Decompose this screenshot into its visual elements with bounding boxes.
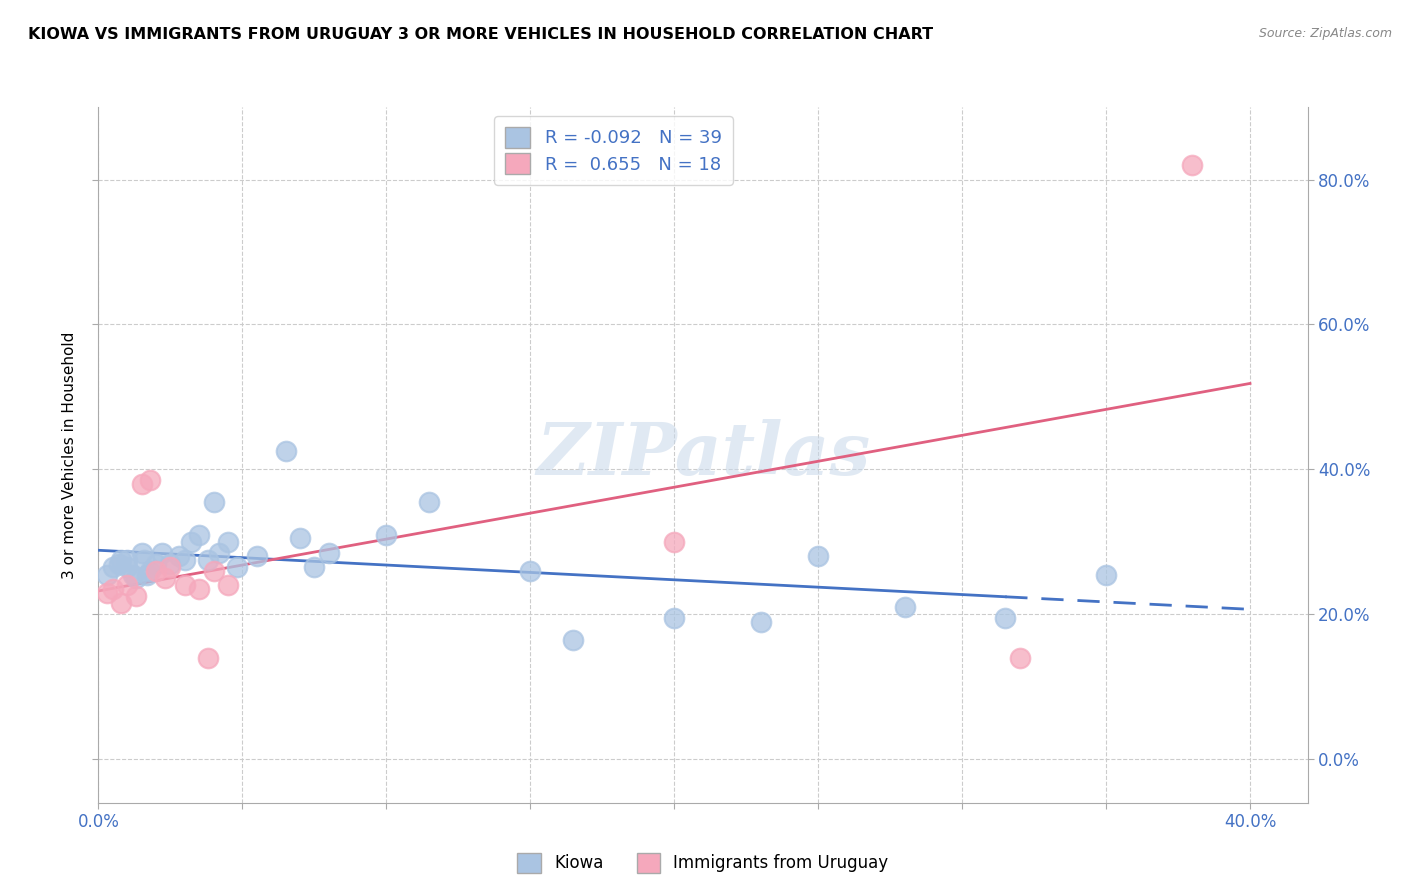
Point <box>225 560 247 574</box>
Point <box>173 553 195 567</box>
Point <box>131 546 153 560</box>
Point <box>893 600 915 615</box>
Point <box>318 546 340 560</box>
Point <box>159 560 181 574</box>
Legend: Kiowa, Immigrants from Uruguay: Kiowa, Immigrants from Uruguay <box>510 847 896 880</box>
Text: KIOWA VS IMMIGRANTS FROM URUGUAY 3 OR MORE VEHICLES IN HOUSEHOLD CORRELATION CHA: KIOWA VS IMMIGRANTS FROM URUGUAY 3 OR MO… <box>28 27 934 42</box>
Text: ZIPatlas: ZIPatlas <box>536 419 870 491</box>
Text: Source: ZipAtlas.com: Source: ZipAtlas.com <box>1258 27 1392 40</box>
Point <box>375 527 398 541</box>
Point <box>115 560 138 574</box>
Point <box>136 567 159 582</box>
Point <box>115 553 138 567</box>
Point <box>173 578 195 592</box>
Point <box>145 564 167 578</box>
Point <box>664 534 686 549</box>
Point <box>145 557 167 571</box>
Point <box>217 534 239 549</box>
Point <box>125 571 148 585</box>
Point <box>197 651 219 665</box>
Point <box>110 553 132 567</box>
Point <box>1181 158 1204 172</box>
Point <box>197 553 219 567</box>
Point <box>807 549 830 564</box>
Point <box>418 495 440 509</box>
Point <box>208 546 231 560</box>
Point <box>202 564 225 578</box>
Point <box>562 632 585 647</box>
Point <box>1095 567 1118 582</box>
Point <box>159 557 181 571</box>
Point <box>110 597 132 611</box>
Point <box>153 571 176 585</box>
Y-axis label: 3 or more Vehicles in Household: 3 or more Vehicles in Household <box>62 331 77 579</box>
Point <box>188 582 211 596</box>
Point <box>107 557 129 571</box>
Point <box>150 546 173 560</box>
Point <box>246 549 269 564</box>
Point <box>96 585 118 599</box>
Point <box>749 615 772 629</box>
Point <box>519 564 541 578</box>
Point <box>101 582 124 596</box>
Point <box>664 611 686 625</box>
Point <box>131 476 153 491</box>
Point <box>202 495 225 509</box>
Point <box>288 531 311 545</box>
Point <box>122 567 145 582</box>
Point <box>217 578 239 592</box>
Point <box>180 534 202 549</box>
Point <box>101 560 124 574</box>
Point <box>134 553 156 567</box>
Point <box>1008 651 1031 665</box>
Point <box>188 527 211 541</box>
Point <box>139 473 162 487</box>
Point <box>139 564 162 578</box>
Point <box>167 549 190 564</box>
Point <box>96 567 118 582</box>
Point <box>125 589 148 603</box>
Point <box>274 444 297 458</box>
Point <box>115 578 138 592</box>
Legend: R = -0.092   N = 39, R =  0.655   N = 18: R = -0.092 N = 39, R = 0.655 N = 18 <box>495 116 733 185</box>
Point <box>304 560 326 574</box>
Point <box>994 611 1017 625</box>
